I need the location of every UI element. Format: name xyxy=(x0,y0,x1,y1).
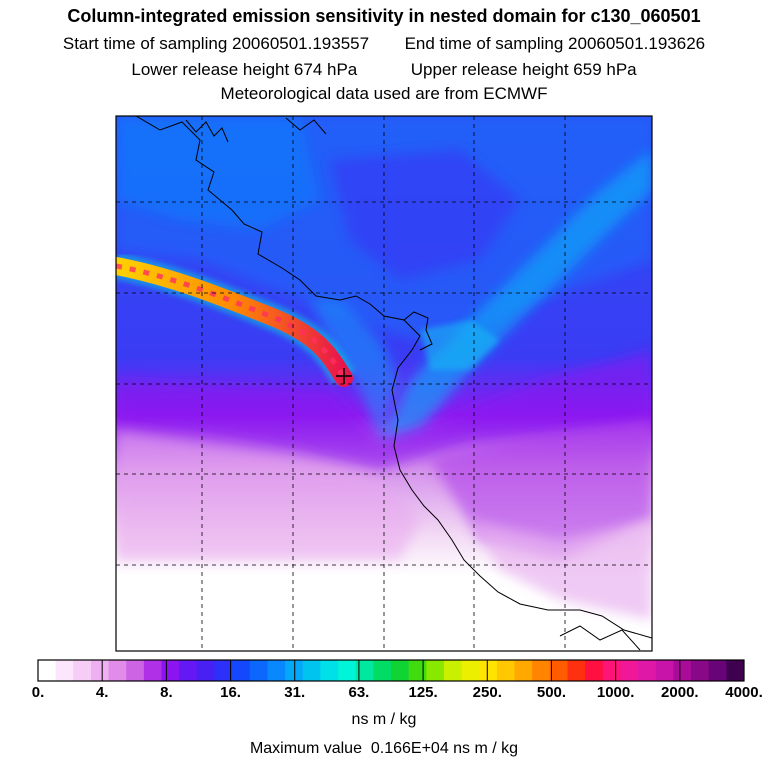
colorbar-tick-label: 250. xyxy=(472,684,502,701)
colorbar-frame xyxy=(37,659,745,682)
colorbar-cell xyxy=(108,660,127,681)
colorbar-tick-label: 16. xyxy=(220,684,241,701)
island-outline xyxy=(559,625,641,651)
colorbar-cell xyxy=(55,660,74,681)
colorbar-units: ns m / kg xyxy=(351,711,417,728)
colorbar-cell xyxy=(496,660,516,681)
sensitivity-field xyxy=(116,116,652,651)
colorbar-tick-label: 4000. xyxy=(725,684,763,701)
lake-outline xyxy=(185,119,229,143)
colorbar-tick-label: 31. xyxy=(284,684,306,701)
colorbar-cell xyxy=(443,660,463,681)
colorbar-cell xyxy=(90,660,110,681)
colorbar-tick-label: 8. xyxy=(160,684,173,701)
lat-lon-grid xyxy=(116,116,652,651)
colorbar-cell xyxy=(408,660,427,681)
colorbar-cell xyxy=(38,660,57,681)
colorbar-cell xyxy=(338,660,357,681)
colorbar-tick-label: 0. xyxy=(31,684,45,701)
colorbar-cell xyxy=(620,660,639,681)
lower-release-label: Lower release height 674 hPa xyxy=(131,60,358,79)
map-frame xyxy=(115,115,653,652)
colorbar-cell xyxy=(602,660,621,681)
colorbar-cell xyxy=(320,660,339,681)
colorbar-cell xyxy=(426,660,445,681)
coastline xyxy=(135,116,652,639)
upper-release-label: Upper release height 659 hPa xyxy=(410,60,637,79)
colorbar-cell xyxy=(673,660,692,681)
colorbar-cell xyxy=(691,660,710,681)
colorbar-cell xyxy=(355,660,374,681)
met-data-label: Meteorological data used are from ECMWF xyxy=(220,84,548,103)
colorbar-cell xyxy=(214,660,233,681)
colorbar-cell xyxy=(143,660,163,681)
colorbar-cell xyxy=(126,660,145,681)
colorbar-cell xyxy=(302,660,321,681)
colorbar-cell xyxy=(267,660,286,681)
colorbar-cell xyxy=(179,660,198,681)
end-time-label: End time of sampling 20060501.193626 xyxy=(404,34,706,53)
release-heights: Lower release height 674 hPa Upper relea… xyxy=(0,60,768,80)
max-value-label: Maximum value 0.166E+04 ns m / kg xyxy=(249,740,519,757)
colorbar-cell xyxy=(285,660,304,681)
colorbar-cell xyxy=(585,660,604,681)
colorbar-cell xyxy=(161,660,180,681)
colorbar-cell xyxy=(655,660,674,681)
release-point-cross-icon xyxy=(336,368,352,384)
colorbar-cell xyxy=(638,660,657,681)
colorbar-cell xyxy=(373,660,392,681)
colorbar-cell xyxy=(391,660,410,681)
colorbar-tick-label: 125. xyxy=(408,684,438,701)
colorbar-tick-label: 500. xyxy=(536,684,567,701)
colorbar-cell xyxy=(479,660,498,681)
colorbar-cell xyxy=(73,660,92,681)
colorbar-cell xyxy=(514,660,533,681)
colorbar-cell xyxy=(726,660,745,681)
colorbar-cell xyxy=(249,660,268,681)
colorbar-cell xyxy=(567,660,586,681)
colorbar-cell xyxy=(232,660,251,681)
colorbar-cell xyxy=(549,660,568,681)
colorbar-tick-label: 63. xyxy=(348,684,370,701)
colorbar-cell xyxy=(532,660,551,681)
start-time-label: Start time of sampling 20060501.193557 xyxy=(62,34,370,53)
colorbar-tick-label: 1000. xyxy=(596,684,635,701)
colorbar-tick-label: 4. xyxy=(95,684,109,701)
sampling-times: Start time of sampling 20060501.193557 E… xyxy=(0,34,768,54)
plot-title: Column-integrated emission sensitivity i… xyxy=(67,6,701,26)
colorbar-cell xyxy=(461,660,480,681)
colorbar-cell xyxy=(708,660,727,681)
colorbar-cell xyxy=(196,660,215,681)
colorbar-tick-label: 2000. xyxy=(661,684,699,701)
